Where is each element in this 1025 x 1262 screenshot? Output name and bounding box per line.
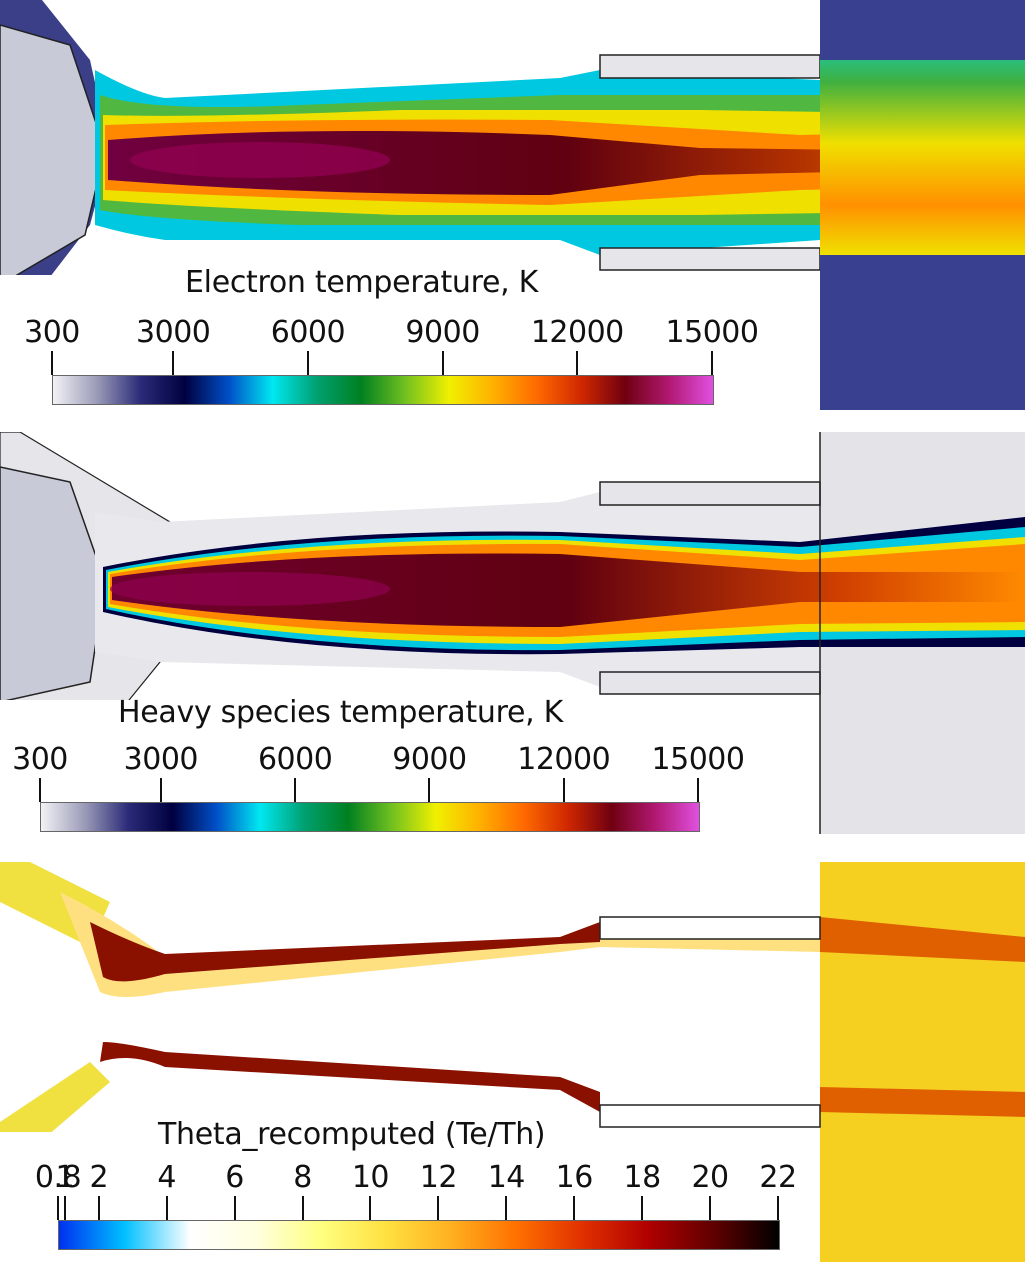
colorbar-tick-label: 0.8 xyxy=(34,1160,82,1195)
colorbar-tick-label: 16 xyxy=(555,1160,594,1195)
colorbar-tick xyxy=(57,1196,59,1220)
colorbar-tick xyxy=(697,778,699,802)
colorbar-tick xyxy=(63,1196,66,1220)
colorbar-tick-label: 1 xyxy=(55,1160,75,1195)
colorbar-tick xyxy=(711,351,713,375)
colorbar-tick xyxy=(97,1196,100,1220)
colorbar-tick-label: 20 xyxy=(691,1160,729,1195)
electron-temperature-panel: Electron temperature, K 300 3000 6000 9000 1… xyxy=(0,0,1025,410)
electron-colorbar-gradient xyxy=(52,375,714,405)
theta-panel: Theta_recomputed (Te/Th) 0.8 1 2 4 6 8 10 12 14 1… xyxy=(0,862,1025,1262)
theta-colorbar-gradient xyxy=(58,1220,780,1250)
colorbar-tick xyxy=(428,778,431,802)
colorbar-tick xyxy=(505,1196,508,1220)
colorbar-tick-label: 9000 xyxy=(405,315,480,350)
colorbar-tick-label: 12 xyxy=(419,1160,458,1195)
colorbar-tick-label: 300 xyxy=(12,742,68,777)
colorbar-tick-label: 3000 xyxy=(123,742,199,777)
colorbar-tick xyxy=(294,778,297,802)
electron-colorbar-title: Electron temperature, K xyxy=(185,265,538,300)
colorbar-tick-label: 3000 xyxy=(136,315,211,350)
colorbar-tick-label: 6000 xyxy=(257,742,333,777)
colorbar-tick xyxy=(369,1196,372,1220)
colorbar-tick-label: 4 xyxy=(157,1160,176,1195)
colorbar-tick-label: 22 xyxy=(759,1160,797,1195)
colorbar-tick-label: 8 xyxy=(293,1160,312,1195)
colorbar-tick xyxy=(576,351,579,375)
colorbar-tick-label: 18 xyxy=(623,1160,662,1195)
colorbar-tick-label: 15000 xyxy=(665,315,759,350)
anode-wall-bottom xyxy=(599,671,821,695)
colorbar-tick-label: 300 xyxy=(24,315,80,350)
colorbar-tick xyxy=(641,1196,644,1220)
colorbar-tick-label: 2 xyxy=(89,1160,109,1195)
colorbar-tick-label: 6000 xyxy=(270,315,346,350)
colorbar-tick xyxy=(573,1196,576,1220)
colorbar-tick xyxy=(437,1196,440,1220)
heavy-colorbar-gradient xyxy=(40,802,700,832)
anode-wall-top xyxy=(599,916,821,940)
colorbar-tick xyxy=(172,351,175,375)
colorbar-tick xyxy=(777,1196,779,1220)
anode-wall-top xyxy=(599,54,821,79)
colorbar-tick xyxy=(159,778,162,802)
colorbar-tick xyxy=(39,778,41,802)
heavy-species-temperature-field xyxy=(0,432,1025,834)
colorbar-tick xyxy=(233,1196,236,1220)
outlet-region xyxy=(820,862,1025,1262)
colorbar-tick xyxy=(301,1196,304,1220)
colorbar-tick-label: 15000 xyxy=(651,742,745,777)
colorbar-tick xyxy=(51,351,53,375)
colorbar-tick-label: 12000 xyxy=(530,315,624,350)
colorbar-tick-label: 9000 xyxy=(392,742,467,777)
colorbar-tick-label: 14 xyxy=(487,1160,526,1195)
colorbar-tick-label: 10 xyxy=(351,1160,390,1195)
colorbar-tick xyxy=(306,351,309,375)
colorbar-tick xyxy=(165,1196,168,1220)
anode-wall-bottom xyxy=(599,1104,821,1128)
heavy-species-temperature-panel: Heavy species temperature, K 300 3000 6000… xyxy=(0,432,1025,834)
colorbar-tick xyxy=(562,778,565,802)
colorbar-tick-label: 6 xyxy=(225,1160,244,1195)
colorbar-tick xyxy=(709,1196,712,1220)
heavy-colorbar-title: Heavy species temperature, K xyxy=(118,695,563,730)
anode-wall-bottom xyxy=(599,247,821,271)
colorbar-tick xyxy=(441,351,444,375)
theta-field xyxy=(0,862,1025,1262)
colorbar-tick-label: 12000 xyxy=(517,742,611,777)
theta-colorbar-title: Theta_recomputed (Te/Th) xyxy=(158,1117,546,1152)
anode-wall-top xyxy=(599,481,821,506)
